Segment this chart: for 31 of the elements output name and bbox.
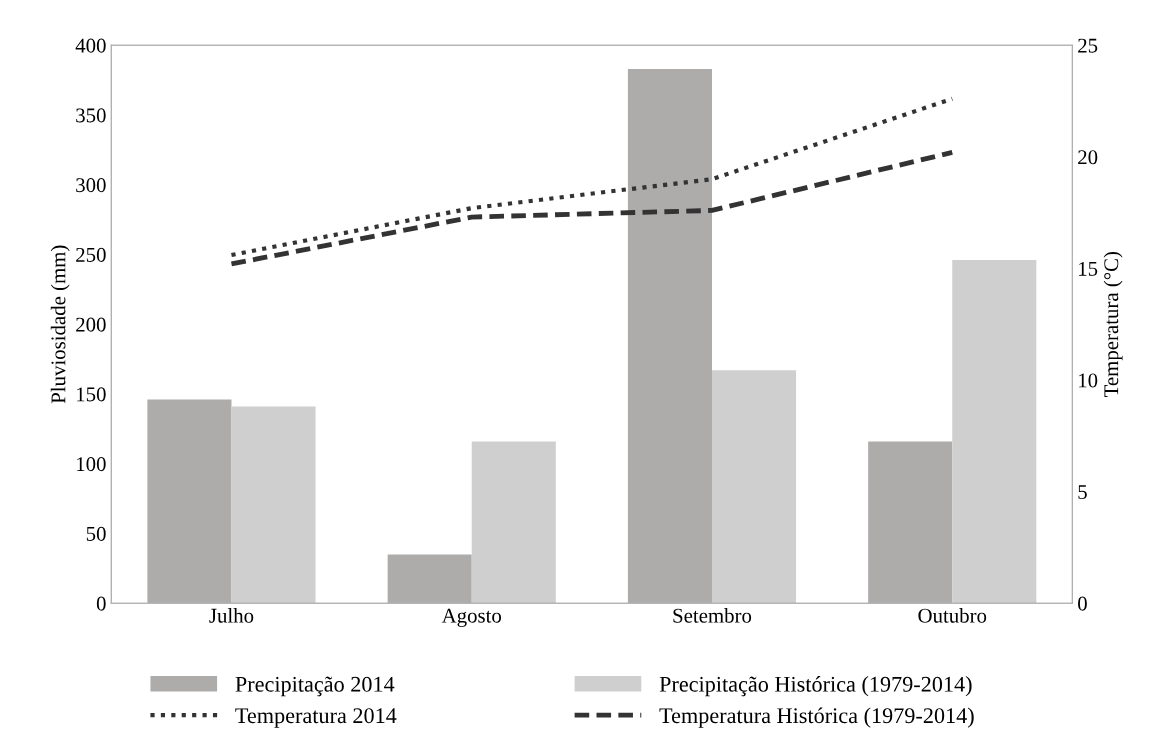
y-tick-label: 50 bbox=[86, 526, 106, 541]
y-tick-label: 400 bbox=[75, 38, 106, 53]
legend-label: Precipitação 2014 bbox=[235, 676, 395, 697]
y2-tick-label: 20 bbox=[1078, 150, 1098, 165]
line-series bbox=[229, 149, 955, 267]
y-tick-label: 0 bbox=[96, 596, 106, 611]
x-tick-label: Setembro bbox=[673, 608, 752, 623]
bar bbox=[471, 441, 556, 604]
line-series bbox=[229, 96, 955, 258]
y-tick-label: 250 bbox=[76, 247, 106, 262]
legend-label: Temperatura 2014 bbox=[235, 708, 397, 728]
y2-tick-label: 0 bbox=[1078, 596, 1087, 611]
y2-tick-label: 25 bbox=[1078, 38, 1098, 53]
bar bbox=[952, 260, 1037, 604]
y2-axis-title: Temperatura (°C) bbox=[1103, 252, 1123, 397]
x-tick-label: Outubro bbox=[918, 608, 987, 623]
y-tick-label: 300 bbox=[76, 178, 106, 193]
x-tick-label: Julho bbox=[209, 608, 254, 623]
y-axis-title: Pluviosidade (mm) bbox=[50, 245, 70, 404]
y-tick-label: 200 bbox=[76, 317, 106, 332]
y2-tick-label: 10 bbox=[1079, 373, 1098, 388]
y-tick-label: 100 bbox=[77, 457, 106, 472]
y-tick-label: 350 bbox=[76, 108, 106, 123]
y2-tick-label: 15 bbox=[1079, 261, 1098, 276]
legend-label: Precipitação Histórica (1979-2014) bbox=[659, 676, 972, 697]
bar bbox=[711, 370, 797, 604]
y-tick-label: 150 bbox=[77, 387, 106, 402]
y2-tick-label: 5 bbox=[1078, 485, 1087, 500]
bar bbox=[231, 406, 316, 604]
legend-label: Temperatura Histórica (1979-2014) bbox=[659, 707, 974, 728]
x-tick-label: Agosto bbox=[441, 608, 502, 627]
